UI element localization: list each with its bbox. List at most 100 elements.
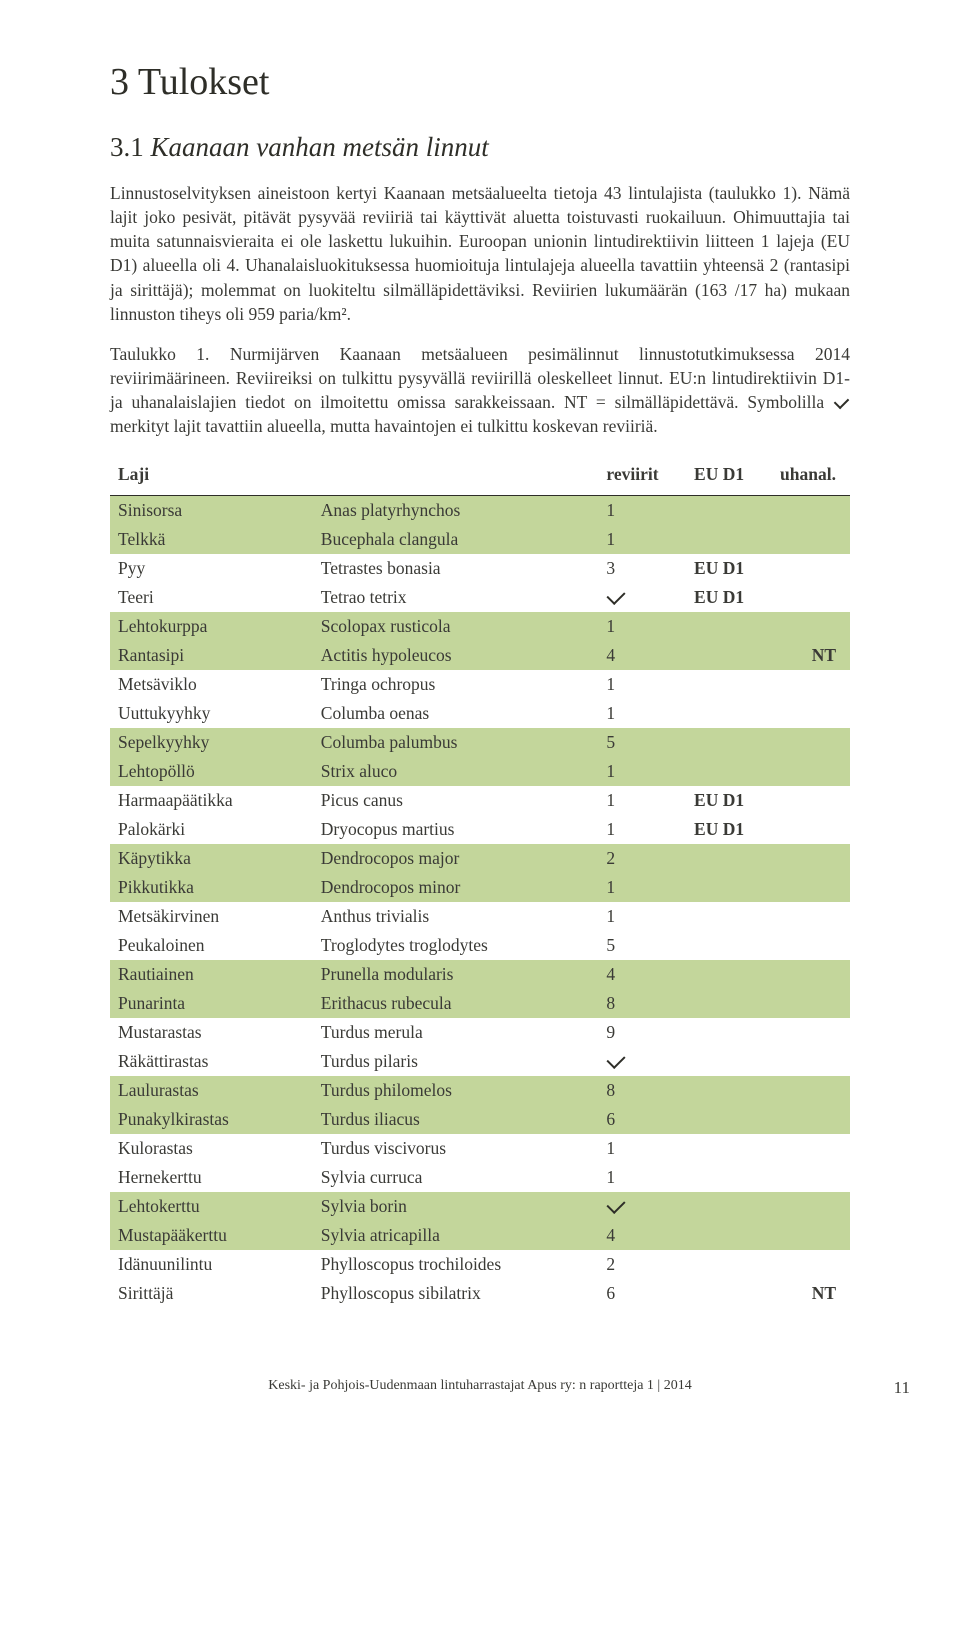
table-cell: Sepelkyyhky xyxy=(110,728,313,757)
table-cell: Tetrastes bonasia xyxy=(313,554,599,583)
col-reviirit: reviirit xyxy=(598,458,686,496)
table-cell: NT xyxy=(772,641,850,670)
table-row: LaulurastasTurdus philomelos8 xyxy=(110,1076,850,1105)
table-cell: 1 xyxy=(598,612,686,641)
table-cell xyxy=(686,960,772,989)
page-number: 11 xyxy=(894,1378,910,1398)
table-cell xyxy=(598,583,686,612)
section-heading: 3 Tulokset xyxy=(110,60,850,104)
table-cell: 4 xyxy=(598,1221,686,1250)
table-cell xyxy=(772,902,850,931)
table-cell: EU D1 xyxy=(686,583,772,612)
table-cell: 8 xyxy=(598,1076,686,1105)
table-row: LehtokurppaScolopax rusticola1 xyxy=(110,612,850,641)
caption-text-pre: Taulukko 1. Nurmijärven Kaanaan metsäalu… xyxy=(110,344,850,412)
table-row: UuttukyyhkyColumba oenas1 xyxy=(110,699,850,728)
table-cell: Turdus iliacus xyxy=(313,1105,599,1134)
table-cell xyxy=(686,1250,772,1279)
col-species: Laji xyxy=(110,458,313,496)
table-cell xyxy=(772,786,850,815)
check-icon xyxy=(607,586,626,605)
table-cell xyxy=(686,844,772,873)
table-cell: Actitis hypoleucos xyxy=(313,641,599,670)
table-cell xyxy=(686,1279,772,1308)
table-cell xyxy=(772,1047,850,1076)
table-cell xyxy=(772,1192,850,1221)
table-cell: Dendrocopos minor xyxy=(313,873,599,902)
table-cell: Strix aluco xyxy=(313,757,599,786)
table-cell xyxy=(686,1018,772,1047)
table-cell: Anas platyrhynchos xyxy=(313,496,599,526)
table-cell: Käpytikka xyxy=(110,844,313,873)
table-cell: 1 xyxy=(598,815,686,844)
table-cell xyxy=(772,1018,850,1047)
table-cell: Kulorastas xyxy=(110,1134,313,1163)
table-cell: Lehtopöllö xyxy=(110,757,313,786)
table-cell xyxy=(772,1163,850,1192)
table-cell: 3 xyxy=(598,554,686,583)
table-cell: Uuttukyyhky xyxy=(110,699,313,728)
table-cell: Peukaloinen xyxy=(110,931,313,960)
table-row: LehtopöllöStrix aluco1 xyxy=(110,757,850,786)
table-cell: Turdus pilaris xyxy=(313,1047,599,1076)
table-cell xyxy=(686,728,772,757)
table-cell xyxy=(772,873,850,902)
table-cell xyxy=(772,931,850,960)
table-cell: 6 xyxy=(598,1105,686,1134)
table-cell xyxy=(686,1076,772,1105)
table-cell xyxy=(686,1163,772,1192)
table-cell: Prunella modularis xyxy=(313,960,599,989)
table-row: SepelkyyhkyColumba palumbus5 xyxy=(110,728,850,757)
table-cell: Teeri xyxy=(110,583,313,612)
table-row: MustapääkerttuSylvia atricapilla4 xyxy=(110,1221,850,1250)
table-cell xyxy=(686,612,772,641)
table-row: PunakylkirastasTurdus iliacus6 xyxy=(110,1105,850,1134)
table-cell xyxy=(686,989,772,1018)
table-cell: Tetrao tetrix xyxy=(313,583,599,612)
table-cell: Punarinta xyxy=(110,989,313,1018)
table-cell: Anthus trivialis xyxy=(313,902,599,931)
table-cell: Rautiainen xyxy=(110,960,313,989)
table-cell xyxy=(772,612,850,641)
table-cell xyxy=(772,554,850,583)
table-cell xyxy=(772,1221,850,1250)
table-cell: 1 xyxy=(598,873,686,902)
table-cell: EU D1 xyxy=(686,815,772,844)
table-row: MetsävikloTringa ochropus1 xyxy=(110,670,850,699)
table-cell xyxy=(772,844,850,873)
table-cell: Dendrocopos major xyxy=(313,844,599,873)
table-cell: Harmaapäätikka xyxy=(110,786,313,815)
table-cell: Telkkä xyxy=(110,525,313,554)
table-cell xyxy=(686,670,772,699)
table-row: MetsäkirvinenAnthus trivialis1 xyxy=(110,902,850,931)
table-cell: Mustarastas xyxy=(110,1018,313,1047)
table-row: MustarastasTurdus merula9 xyxy=(110,1018,850,1047)
table-cell: Troglodytes troglodytes xyxy=(313,931,599,960)
table-cell xyxy=(772,525,850,554)
table-cell: Räkättirastas xyxy=(110,1047,313,1076)
table-cell: Sylvia atricapilla xyxy=(313,1221,599,1250)
table-cell: Hernekerttu xyxy=(110,1163,313,1192)
table-cell: Laulurastas xyxy=(110,1076,313,1105)
table-cell: Metsäviklo xyxy=(110,670,313,699)
table-cell: NT xyxy=(772,1279,850,1308)
table-row: PikkutikkaDendrocopos minor1 xyxy=(110,873,850,902)
table-cell: 2 xyxy=(598,1250,686,1279)
table-cell: 2 xyxy=(598,844,686,873)
table-cell xyxy=(772,815,850,844)
table-cell: Picus canus xyxy=(313,786,599,815)
table-row: HernekerttuSylvia curruca1 xyxy=(110,1163,850,1192)
table-row: SinisorsaAnas platyrhynchos1 xyxy=(110,496,850,526)
table-cell xyxy=(772,1105,850,1134)
table-row: HarmaapäätikkaPicus canus1EU D1 xyxy=(110,786,850,815)
table-cell: Columba palumbus xyxy=(313,728,599,757)
table-cell: EU D1 xyxy=(686,786,772,815)
table-cell: Sirittäjä xyxy=(110,1279,313,1308)
subsection-number: 3.1 xyxy=(110,132,151,162)
table-cell xyxy=(772,757,850,786)
table-row: PunarintaErithacus rubecula8 xyxy=(110,989,850,1018)
table-cell xyxy=(598,1192,686,1221)
table-cell: 1 xyxy=(598,1134,686,1163)
col-uhanal: uhanal. xyxy=(772,458,850,496)
table-cell xyxy=(598,1047,686,1076)
